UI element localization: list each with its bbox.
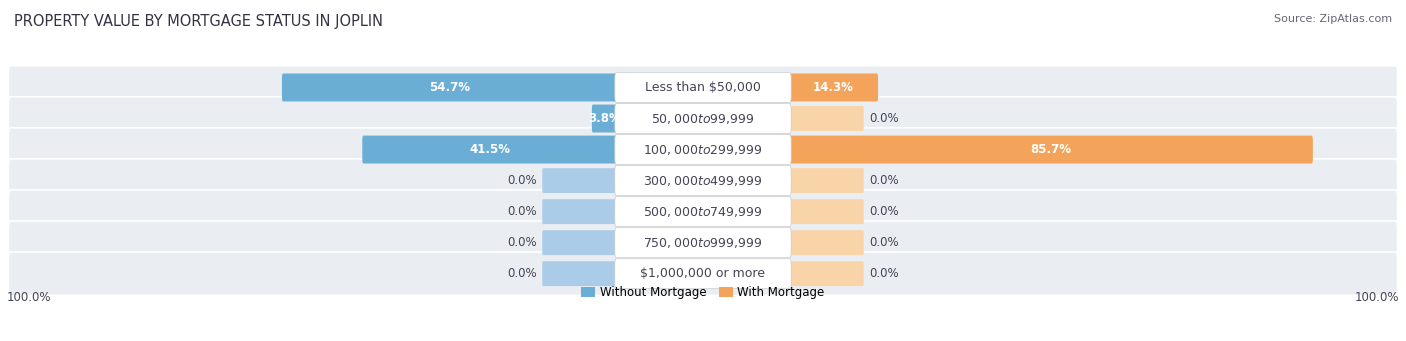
FancyBboxPatch shape: [363, 136, 617, 164]
FancyBboxPatch shape: [543, 199, 617, 224]
Text: 100.0%: 100.0%: [7, 292, 52, 305]
FancyBboxPatch shape: [614, 259, 792, 288]
FancyBboxPatch shape: [8, 66, 1398, 109]
Text: 0.0%: 0.0%: [506, 267, 537, 280]
FancyBboxPatch shape: [543, 168, 617, 193]
FancyBboxPatch shape: [614, 135, 792, 164]
FancyBboxPatch shape: [614, 166, 792, 195]
FancyBboxPatch shape: [614, 228, 792, 257]
Text: Source: ZipAtlas.com: Source: ZipAtlas.com: [1274, 14, 1392, 24]
Text: 0.0%: 0.0%: [869, 267, 900, 280]
Text: 0.0%: 0.0%: [506, 174, 537, 187]
Text: 100.0%: 100.0%: [1354, 292, 1399, 305]
Text: PROPERTY VALUE BY MORTGAGE STATUS IN JOPLIN: PROPERTY VALUE BY MORTGAGE STATUS IN JOP…: [14, 14, 382, 29]
FancyBboxPatch shape: [789, 199, 863, 224]
FancyBboxPatch shape: [8, 97, 1398, 140]
Text: 3.8%: 3.8%: [588, 112, 621, 125]
FancyBboxPatch shape: [789, 230, 863, 255]
Text: $300,000 to $499,999: $300,000 to $499,999: [644, 174, 762, 188]
FancyBboxPatch shape: [8, 128, 1398, 171]
Text: $50,000 to $99,999: $50,000 to $99,999: [651, 112, 755, 125]
FancyBboxPatch shape: [543, 230, 617, 255]
Text: $1,000,000 or more: $1,000,000 or more: [641, 267, 765, 280]
Text: 0.0%: 0.0%: [506, 236, 537, 249]
Text: 0.0%: 0.0%: [869, 205, 900, 218]
FancyBboxPatch shape: [789, 106, 863, 131]
FancyBboxPatch shape: [592, 105, 617, 133]
FancyBboxPatch shape: [789, 74, 877, 101]
Text: 14.3%: 14.3%: [813, 81, 853, 94]
FancyBboxPatch shape: [789, 261, 863, 286]
Text: 54.7%: 54.7%: [429, 81, 470, 94]
Text: Less than $50,000: Less than $50,000: [645, 81, 761, 94]
FancyBboxPatch shape: [789, 136, 1313, 164]
Legend: Without Mortgage, With Mortgage: Without Mortgage, With Mortgage: [581, 286, 825, 299]
FancyBboxPatch shape: [614, 104, 792, 133]
Text: $100,000 to $299,999: $100,000 to $299,999: [644, 143, 762, 157]
Text: $500,000 to $749,999: $500,000 to $749,999: [644, 205, 762, 219]
Text: 0.0%: 0.0%: [869, 174, 900, 187]
FancyBboxPatch shape: [8, 252, 1398, 295]
FancyBboxPatch shape: [789, 168, 863, 193]
Text: 41.5%: 41.5%: [470, 143, 510, 156]
Text: $750,000 to $999,999: $750,000 to $999,999: [644, 236, 762, 250]
FancyBboxPatch shape: [614, 197, 792, 226]
FancyBboxPatch shape: [283, 74, 617, 101]
FancyBboxPatch shape: [614, 73, 792, 102]
Text: 0.0%: 0.0%: [869, 236, 900, 249]
Text: 85.7%: 85.7%: [1031, 143, 1071, 156]
Text: 0.0%: 0.0%: [869, 112, 900, 125]
FancyBboxPatch shape: [8, 159, 1398, 202]
FancyBboxPatch shape: [543, 261, 617, 286]
FancyBboxPatch shape: [8, 190, 1398, 233]
Text: 0.0%: 0.0%: [506, 205, 537, 218]
FancyBboxPatch shape: [8, 221, 1398, 264]
